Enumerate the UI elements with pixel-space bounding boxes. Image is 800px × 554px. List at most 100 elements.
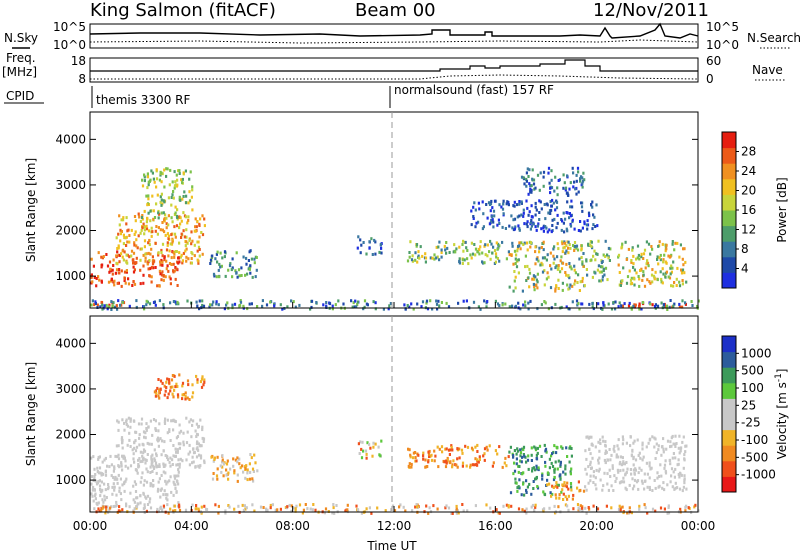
nsearch-label: N.Search	[747, 31, 800, 45]
power-cell	[408, 305, 411, 309]
power-cell	[580, 256, 583, 259]
velocity-cell	[133, 440, 136, 444]
power-cell	[614, 307, 617, 311]
velocity-cell	[461, 464, 464, 468]
power-cell	[132, 270, 136, 274]
velocity-cell	[150, 463, 153, 467]
power-cell	[501, 240, 504, 244]
power-cell	[570, 267, 573, 271]
power-cell	[571, 218, 574, 222]
power-cell	[165, 216, 168, 220]
power-cell	[410, 258, 414, 262]
velocity-cell	[489, 506, 492, 510]
velocity-cell	[248, 477, 252, 481]
power-cell	[122, 216, 125, 220]
power-cell	[122, 248, 125, 252]
power-cell	[185, 240, 188, 244]
velocity-cell	[455, 504, 458, 508]
velocity-cell	[596, 507, 600, 511]
power-cell	[494, 199, 497, 203]
power-cell	[547, 275, 550, 279]
power-cell	[597, 302, 600, 306]
velocity-cell	[623, 462, 626, 466]
velocity-cell	[630, 472, 633, 476]
velocity-cell	[93, 488, 96, 491]
power-cell	[553, 257, 556, 261]
velocity-cell	[625, 488, 628, 492]
power-cell	[463, 258, 466, 262]
velocity-cell	[469, 465, 472, 469]
velocity-cell	[179, 429, 183, 433]
velocity-cell	[618, 462, 621, 466]
power-cell	[661, 267, 664, 271]
velocity-cell	[615, 453, 618, 457]
velocity-cell	[242, 470, 245, 474]
velocity-cell	[512, 454, 515, 457]
power-cell	[581, 262, 584, 266]
velocity-cell	[617, 508, 621, 511]
power-cell	[553, 217, 556, 221]
power-cell	[101, 263, 104, 267]
power-cell	[255, 256, 258, 259]
velocity-cell	[559, 476, 562, 480]
velocity-cell	[119, 492, 122, 496]
velocity-cell	[145, 480, 149, 484]
velocity-cell	[159, 379, 163, 383]
power-cell	[148, 259, 151, 262]
power-cell	[173, 232, 177, 236]
power-cell	[585, 223, 588, 227]
power-cell	[387, 307, 390, 311]
velocity-cell	[579, 488, 582, 492]
power-cell	[638, 257, 641, 261]
power-cell	[229, 262, 232, 266]
power-cell	[197, 240, 200, 244]
power-cell	[157, 253, 160, 257]
power-cell	[101, 307, 104, 311]
power-cell	[181, 181, 184, 185]
velocity-cell	[242, 508, 245, 512]
power-cell	[491, 251, 494, 255]
power-cell	[524, 300, 527, 304]
velocity-cell	[177, 442, 180, 446]
velocity-cell	[564, 484, 567, 488]
velocity-cell	[379, 454, 382, 458]
power-cell	[142, 305, 146, 309]
power-cell	[482, 212, 485, 216]
velocity-cell	[591, 456, 594, 460]
velocity-cell	[171, 374, 174, 377]
power-cell	[248, 267, 251, 271]
power-cell	[530, 221, 533, 224]
power-cell	[231, 257, 234, 261]
velocity-cell	[589, 452, 592, 456]
velocity-colorbar-swatch	[722, 398, 736, 415]
velocity-cell	[639, 456, 642, 460]
power-cell	[654, 270, 657, 274]
velocity-cell	[584, 506, 587, 510]
velocity-cell	[181, 397, 184, 401]
power-cell	[522, 214, 525, 218]
velocity-cell	[224, 509, 227, 513]
power-cell	[492, 245, 495, 249]
velocity-cell	[438, 447, 441, 451]
power-cell	[632, 304, 635, 308]
velocity-cell	[674, 445, 677, 448]
velocity-cell	[175, 474, 178, 478]
power-cell	[638, 277, 641, 281]
power-cell	[573, 264, 576, 268]
velocity-cell	[556, 485, 559, 489]
velocity-cell	[595, 487, 598, 491]
power-cell	[630, 282, 634, 285]
power-cell	[561, 261, 565, 265]
power-cell	[120, 252, 123, 256]
power-cell	[415, 243, 419, 246]
power-cell	[214, 257, 217, 261]
power-cell	[476, 250, 479, 254]
velocity-cell	[544, 449, 547, 453]
velocity-cell	[436, 445, 439, 449]
velocity-cell	[664, 469, 667, 473]
velocity-cell	[628, 506, 631, 510]
power-cell	[656, 278, 659, 282]
velocity-cell	[542, 490, 545, 494]
power-cell	[633, 283, 636, 287]
